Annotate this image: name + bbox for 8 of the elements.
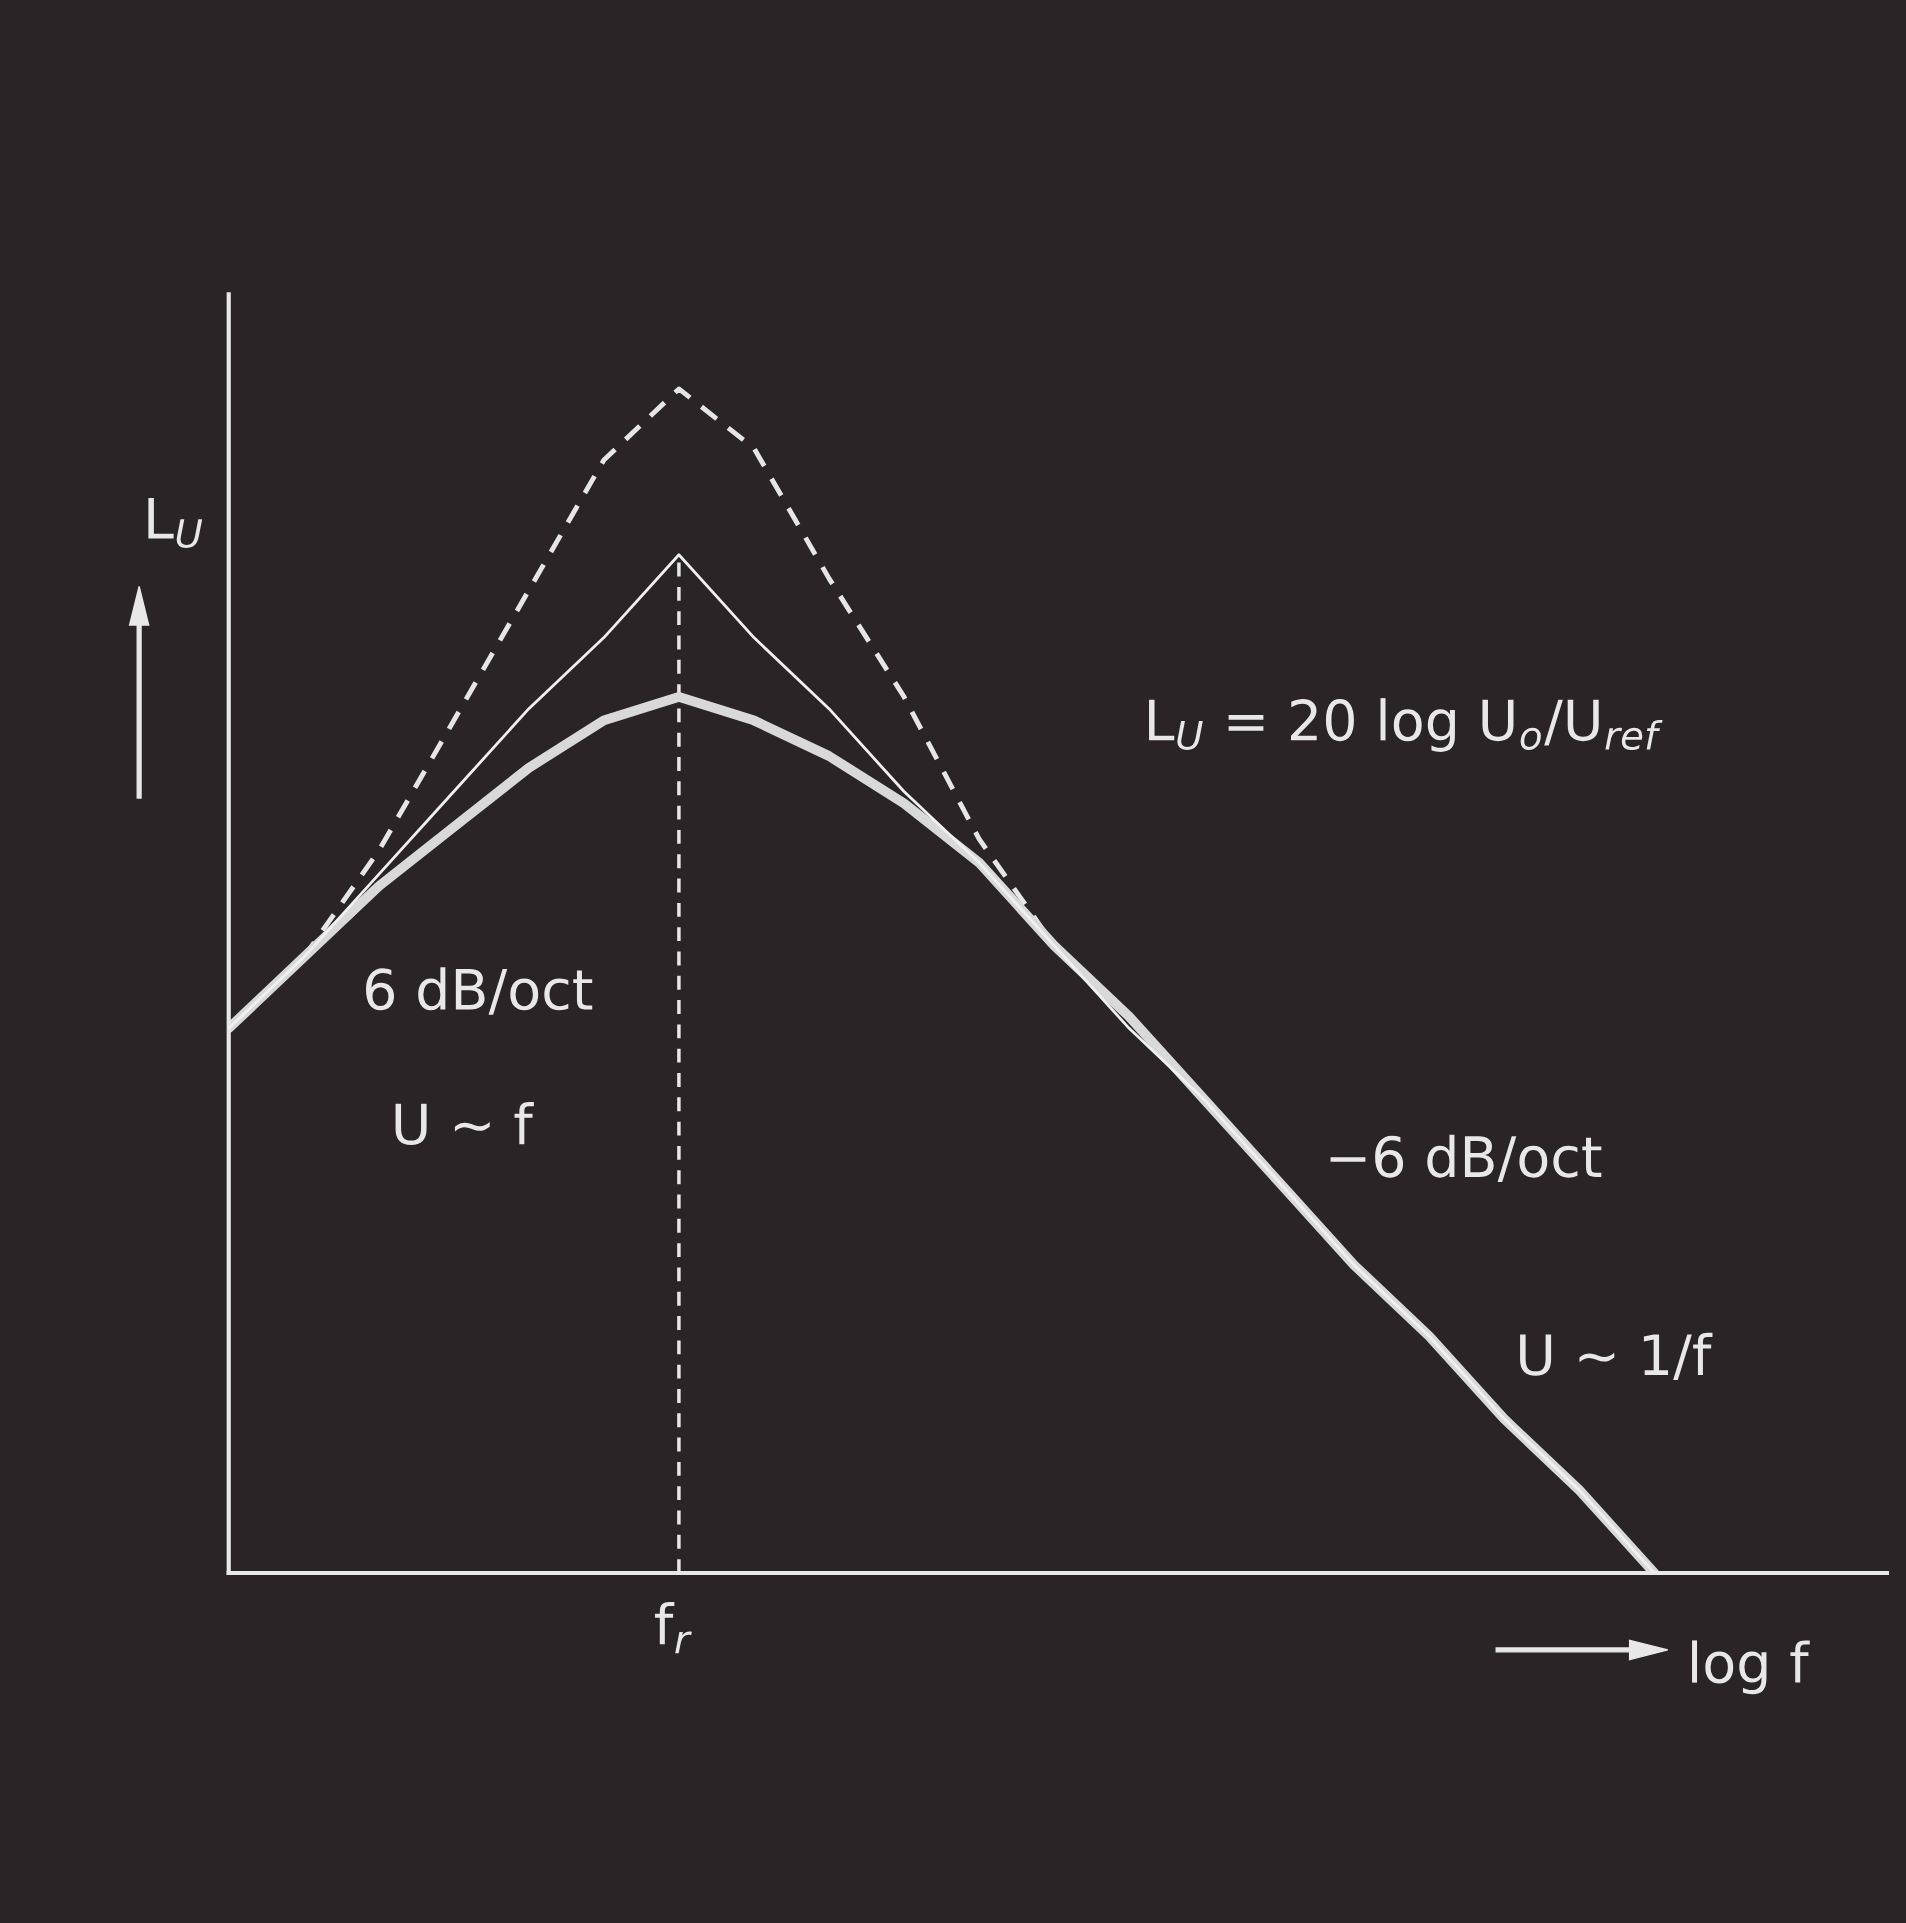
annotation: 6 dB/oct	[366, 967, 593, 1015]
text: f$_{r}$	[655, 1601, 692, 1654]
annotation: −6 dB/oct	[1330, 1134, 1602, 1183]
x-axis-title: log f	[1692, 1640, 1810, 1695]
annotation: U ~ f	[395, 1101, 534, 1145]
annotation: U ~ 1/f	[1520, 1332, 1713, 1381]
y-axis-title: L$_{U}$	[148, 497, 203, 549]
annotation: L$_{U}$ = 20 log U$_{o}$/U$_{ref}$	[1149, 698, 1663, 752]
